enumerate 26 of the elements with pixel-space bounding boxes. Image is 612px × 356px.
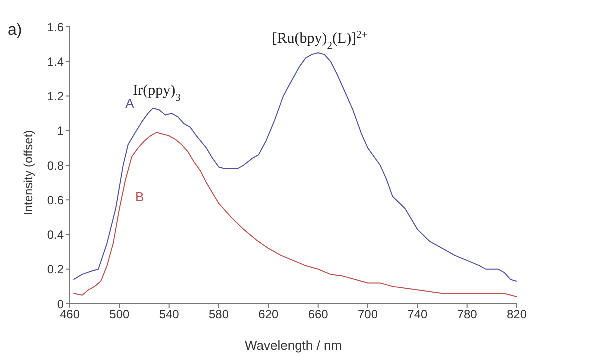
x-tick-label: 740	[408, 308, 428, 322]
series-label: A	[126, 96, 135, 112]
annotation: Ir(ppy)$_{3}$	[133, 83, 181, 104]
x-tick-label: 780	[457, 308, 478, 322]
x-tick-label: 700	[358, 308, 378, 322]
x-tick-label: 660	[308, 308, 329, 322]
x-tick-label: 620	[258, 308, 279, 322]
x-tick-label: 820	[506, 308, 528, 322]
x-tick-label: 500	[110, 308, 130, 322]
y-tick-label: 1.6	[47, 20, 64, 34]
text: a)	[8, 22, 22, 39]
line-series	[73, 52, 517, 282]
annotation: [Ru(bpy)$_{2}$(L)]$^{2+}$	[272, 30, 368, 52]
x-tick-label: 580	[208, 308, 230, 322]
x-axis-title: Wavelength / nm	[244, 338, 342, 353]
y-axis-title: Intensity (offset)	[21, 130, 36, 216]
y-tick-label: 0.2	[47, 262, 64, 277]
y-tick-label: 1	[57, 124, 64, 138]
x-tick-label: 540	[159, 308, 180, 322]
y-tick-label: 0.8	[47, 158, 64, 173]
y-tick-label: 0.4	[47, 228, 64, 242]
series-label: B	[136, 189, 144, 204]
y-tick-label: 1.2	[47, 90, 64, 104]
y-tick-label: 0.6	[47, 193, 64, 208]
y-tick-label: 1.4	[47, 54, 64, 69]
line-series	[73, 132, 517, 298]
